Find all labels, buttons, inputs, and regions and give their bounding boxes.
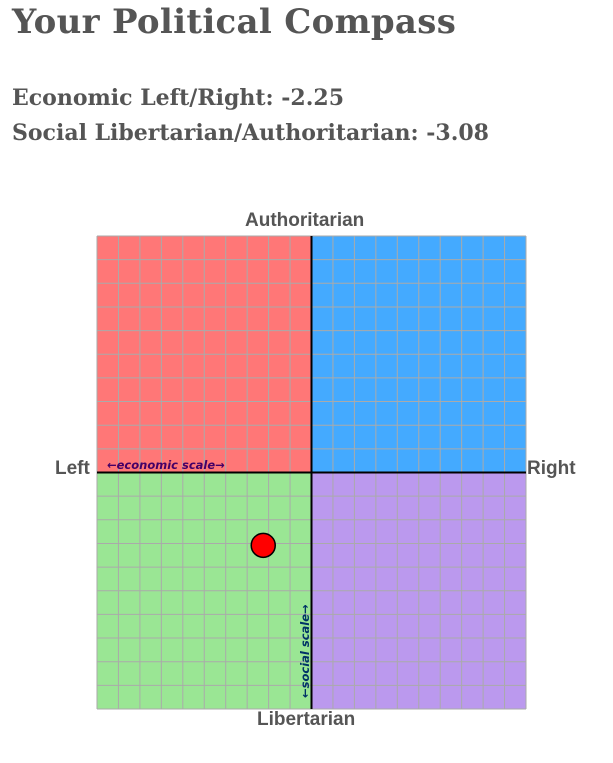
social-scale-label: ←social scale→ <box>298 604 312 698</box>
economic-scale-label: ←economic scale→ <box>107 458 225 472</box>
label-right: Right <box>527 458 576 479</box>
data-points <box>250 532 276 559</box>
label-authoritarian: Authoritarian <box>245 210 365 231</box>
user-position-point <box>250 532 276 559</box>
label-libertarian: Libertarian <box>257 709 356 730</box>
economic-score: Economic Left/Right: -2.25 <box>12 85 344 111</box>
social-score: Social Libertarian/Authoritarian: -3.08 <box>12 120 489 146</box>
label-left: Left <box>55 458 90 479</box>
page-title: Your Political Compass <box>12 2 457 42</box>
